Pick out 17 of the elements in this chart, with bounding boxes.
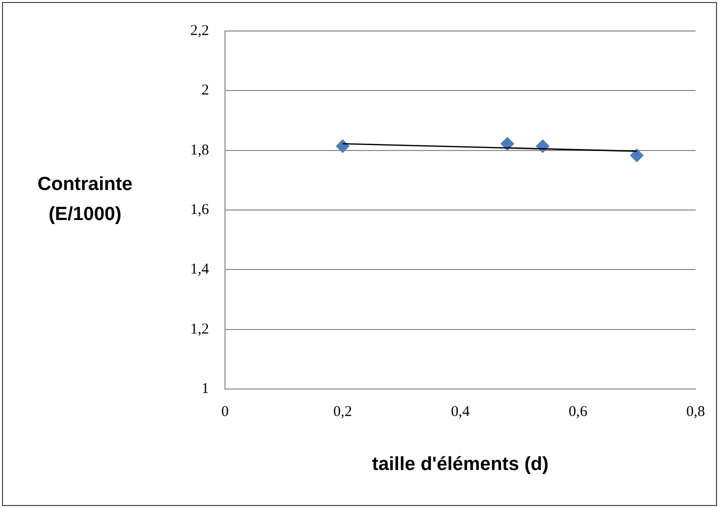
x-axis-title: taille d'éléments (d) [372, 454, 549, 476]
y-tick-label: 1,2 [190, 321, 209, 338]
y-tick-label: 1,4 [190, 262, 210, 278]
x-tick-label: 0,6 [568, 404, 588, 420]
y-axis-title: Contrainte (E/1000) [38, 174, 132, 226]
x-tick-label: 0,4 [450, 404, 470, 420]
point [336, 140, 350, 153]
x-tick-label: 0,8 [686, 404, 705, 420]
y-tick-label: 2,2 [190, 22, 209, 39]
point [630, 148, 644, 162]
point [500, 137, 514, 150]
y-tick-label: 1 [202, 380, 209, 397]
x-tick-label: 0 [221, 404, 229, 420]
x-tick-label: 0,2 [333, 404, 352, 420]
y-tick-label: 2 [202, 82, 209, 99]
y-tick-label: 1,8 [190, 142, 209, 158]
y-tick-label: 1,6 [190, 202, 210, 218]
